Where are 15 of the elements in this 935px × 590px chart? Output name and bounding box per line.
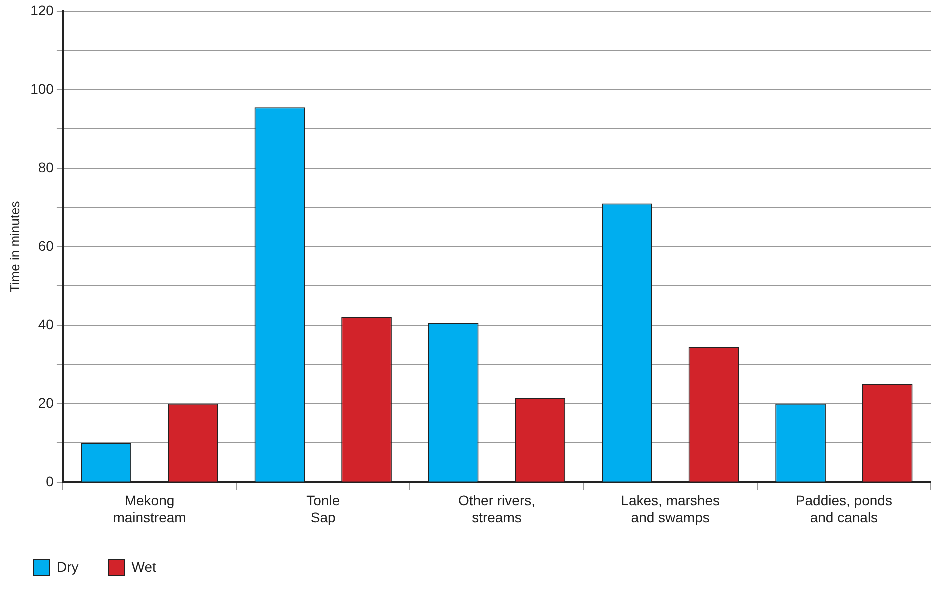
x-tick-label: Tonle Sap [306,492,340,526]
x-tick-label: Mekong mainstream [113,492,186,526]
x-tick-label: Lakes, marshes and swamps [621,492,720,526]
y-tick-label: 40 [38,316,54,332]
y-tick-label: 0 [46,473,54,490]
y-tick-label: 60 [38,238,54,254]
legend-label: Wet [132,558,157,575]
x-tick-label: Paddies, ponds and canals [796,492,892,526]
y-tick-label: 80 [38,159,54,176]
y-tick-label: 100 [30,80,54,97]
y-axis-title: Time in minutes [7,200,22,293]
legend-label: Dry [57,558,79,575]
x-tick-label: Other rivers, streams [458,492,536,526]
y-tick-label: 20 [38,394,54,411]
y-tick-label: 120 [30,2,54,18]
